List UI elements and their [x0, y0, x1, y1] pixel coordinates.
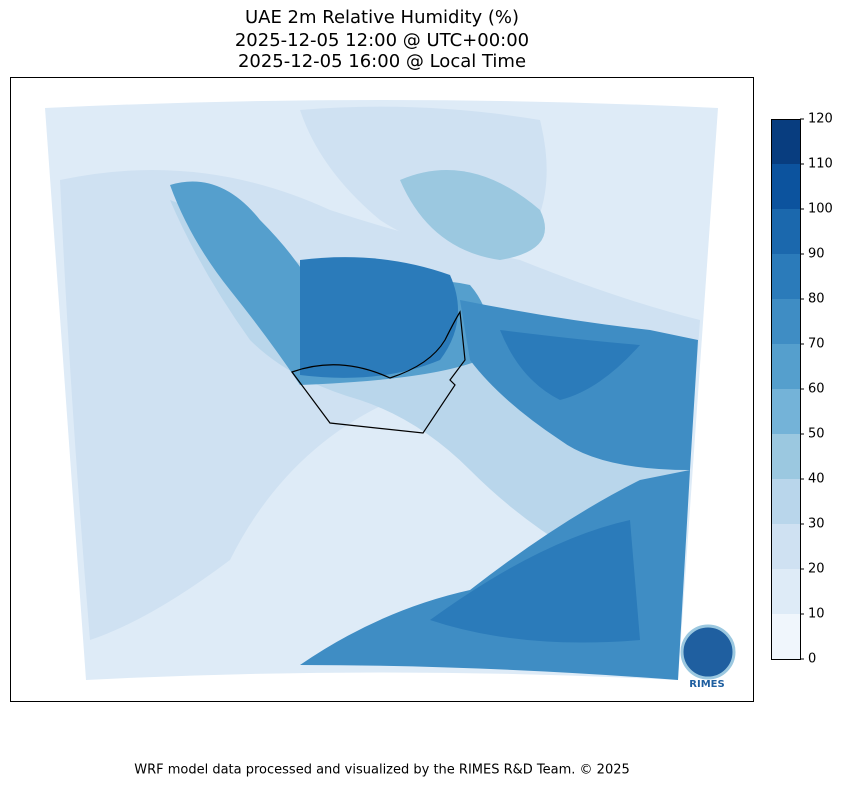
- colorbar-bin: [771, 119, 800, 164]
- colorbar-tick-label: 20: [808, 562, 825, 577]
- colorbar-bin: [771, 209, 800, 254]
- colorbar-tick-label: 30: [808, 517, 825, 532]
- region: [400, 170, 545, 260]
- colorbar-tick-label: 0: [808, 652, 816, 667]
- sea-core: [430, 520, 640, 643]
- gulf-core: [300, 257, 458, 378]
- colorbar-tick-label: 50: [808, 427, 825, 442]
- title-line: 2025-12-05 16:00 @ Local Time: [238, 51, 526, 72]
- colorbar-bin: [771, 344, 800, 389]
- colorbar-bin: [771, 569, 800, 614]
- colorbar-tick-label: 60: [808, 382, 825, 397]
- sea-core: [500, 330, 640, 400]
- title-line: 2025-12-05 12:00 @ UTC+00:00: [235, 30, 529, 51]
- colorbar-tick-label: 70: [808, 337, 825, 352]
- uae-border: [291, 310, 466, 434]
- colorbar-tick-label: 80: [808, 292, 825, 307]
- colorbar-tick-label: 100: [808, 202, 833, 217]
- colorbar-bin: [771, 434, 800, 479]
- logo-text: RIMES: [689, 679, 724, 690]
- footer: WRF model data processed and visualized …: [134, 763, 630, 778]
- colorbar: 0 10 20 30 40 50 60 70 80 90 100 110 120: [771, 112, 833, 667]
- colorbar-bin: [771, 389, 800, 434]
- logo-mark: [680, 624, 736, 680]
- colorbar-tick-label: 40: [808, 472, 825, 487]
- colorbar-bin: [771, 524, 800, 569]
- colorbar-bin: [771, 614, 800, 659]
- colorbar-bin: [771, 479, 800, 524]
- colorbar-bin: [771, 164, 800, 209]
- colorbar-tick-label: 90: [808, 247, 825, 262]
- map: RIMES: [45, 100, 736, 690]
- colorbar-bin: [771, 254, 800, 299]
- colorbar-bin: [771, 299, 800, 344]
- title-line: UAE 2m Relative Humidity (%): [245, 7, 519, 28]
- colorbar-tick-label: 110: [808, 157, 833, 172]
- colorbar-tick-label: 120: [808, 112, 833, 127]
- colorbar-tick-label: 10: [808, 607, 825, 622]
